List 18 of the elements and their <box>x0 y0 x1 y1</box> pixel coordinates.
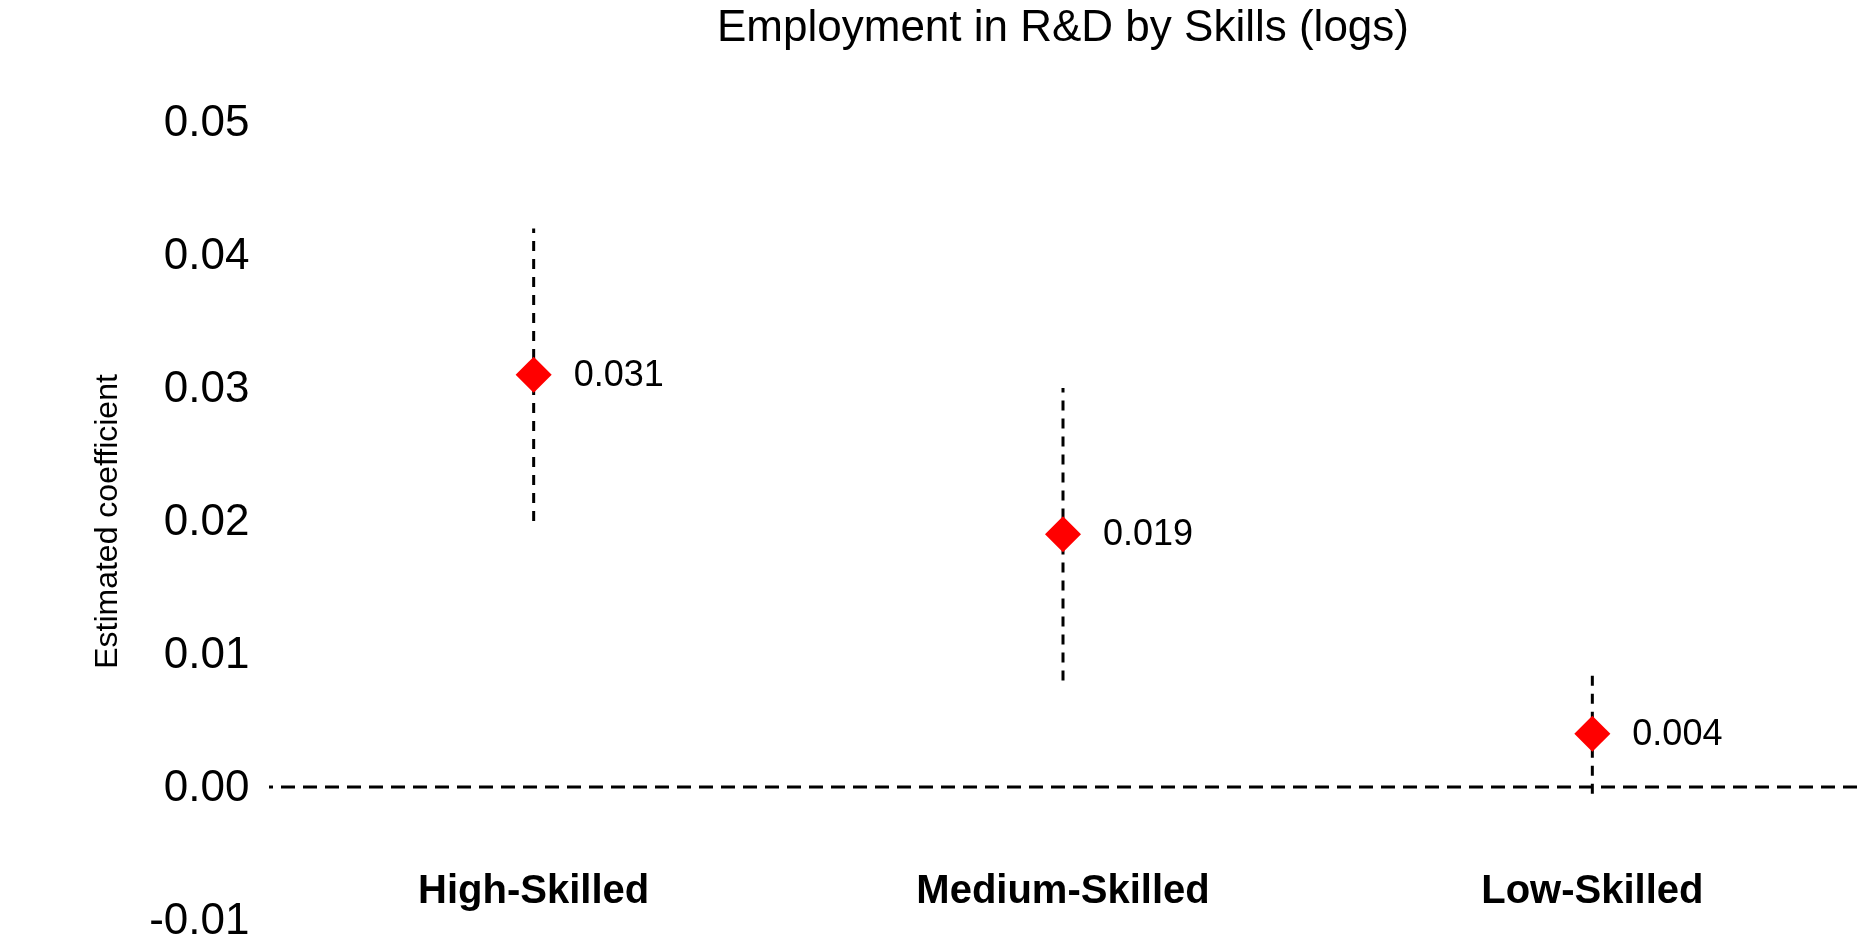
y-axis-title: Estimated coefficient <box>88 374 125 669</box>
x-tick-label: High-Skilled <box>418 866 650 911</box>
data-label: 0.031 <box>573 352 664 394</box>
y-tick-label: -0.01 <box>149 893 250 943</box>
point <box>1044 516 1082 553</box>
y-tick-label: 0.03 <box>163 361 250 411</box>
y-tick-label: 0.02 <box>163 494 250 544</box>
y-tick-label: 0.04 <box>163 228 250 278</box>
x-tick-label: Low-Skilled <box>1481 866 1704 911</box>
y-tick-label: 0.01 <box>163 627 250 677</box>
data-label: 0.019 <box>1103 512 1194 554</box>
chart-title: Employment in R&D by Skills (logs) <box>717 1 1409 50</box>
data-label: 0.004 <box>1632 711 1723 753</box>
point <box>515 356 552 393</box>
x-tick-label: Medium-Skilled <box>916 866 1210 911</box>
y-tick-label: 0.05 <box>163 95 250 145</box>
point <box>1574 715 1611 752</box>
y-tick-label: 0.00 <box>163 760 250 810</box>
